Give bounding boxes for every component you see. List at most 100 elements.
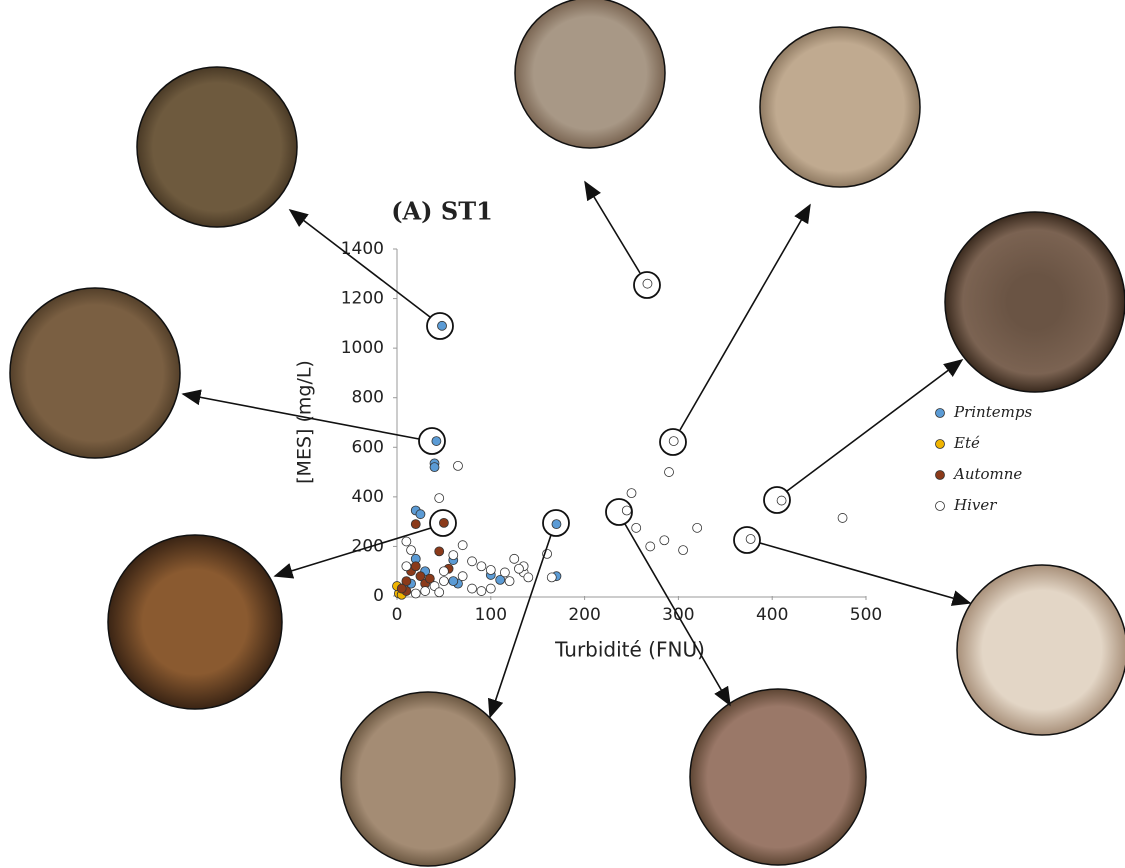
- arrow: [679, 203, 811, 431]
- highlight-ring: [542, 509, 570, 537]
- point: [668, 436, 679, 446]
- photo: [759, 26, 921, 188]
- point: [499, 567, 510, 578]
- arrow: [759, 542, 972, 606]
- point: [448, 550, 459, 561]
- point: [434, 587, 445, 598]
- legend-label: Automne: [952, 465, 1022, 483]
- point: [401, 576, 412, 587]
- y-axis-label: [MES] (mg/L): [294, 360, 316, 484]
- point: [776, 495, 787, 506]
- point: [645, 541, 656, 552]
- point: [410, 561, 421, 572]
- point: [664, 467, 674, 477]
- highlight-ring: [426, 312, 454, 340]
- point: [546, 572, 557, 583]
- y-tick-label: 1000: [341, 338, 384, 358]
- y-tick-label: 1200: [341, 289, 384, 309]
- x-tick-label: 500: [850, 605, 882, 625]
- point: [551, 519, 562, 530]
- highlight-ring: [733, 526, 761, 554]
- point: [476, 586, 487, 596]
- point: [467, 556, 477, 567]
- point: [659, 535, 670, 546]
- legend-marker: [935, 408, 945, 418]
- point: [642, 278, 653, 289]
- point: [509, 553, 520, 564]
- callouts: [181, 180, 972, 719]
- y-tick-label: 0: [373, 586, 384, 606]
- ticks: 0200400600800100012001400010020030040050…: [341, 239, 882, 625]
- legend: Printemps Eté Automne Hiver: [935, 403, 1032, 514]
- arrow: [273, 527, 432, 579]
- x-tick-label: 100: [475, 605, 507, 625]
- point: [434, 493, 445, 503]
- point: [485, 583, 496, 594]
- point: [401, 561, 412, 572]
- legend-marker: [935, 470, 945, 480]
- point: [514, 563, 524, 574]
- point: [692, 522, 703, 533]
- arrow: [624, 523, 731, 707]
- point: [410, 588, 421, 599]
- y-tick-label: 400: [352, 487, 384, 507]
- point: [438, 576, 449, 587]
- point: [438, 566, 449, 577]
- legend-marker: [935, 439, 945, 449]
- point: [438, 517, 449, 528]
- point: [401, 536, 412, 547]
- photo: [956, 564, 1125, 736]
- photo: [107, 534, 283, 710]
- x-tick-label: 400: [756, 605, 788, 625]
- point: [626, 488, 637, 499]
- point: [434, 546, 445, 557]
- point: [448, 576, 459, 587]
- point: [495, 574, 506, 585]
- y-tick-label: 1400: [341, 239, 384, 259]
- point: [523, 572, 534, 583]
- legend-label: Eté: [953, 434, 980, 452]
- photo: [9, 287, 181, 459]
- photo: [944, 211, 1125, 393]
- point: [467, 583, 477, 594]
- highlight-ring: [633, 271, 661, 299]
- point: [504, 576, 515, 587]
- points: [392, 278, 848, 600]
- point: [745, 534, 756, 544]
- photo: [514, 0, 666, 149]
- point: [837, 513, 848, 523]
- legend-marker: [935, 501, 945, 511]
- y-tick-label: 200: [352, 536, 384, 556]
- y-tick-label: 800: [352, 388, 384, 408]
- legend-label: Printemps: [953, 403, 1032, 421]
- photos: [9, 0, 1125, 867]
- arrow: [786, 359, 964, 492]
- photo: [340, 691, 516, 867]
- point: [453, 460, 463, 471]
- point: [415, 571, 426, 582]
- point: [424, 573, 435, 584]
- point: [420, 586, 431, 596]
- point: [429, 462, 440, 473]
- x-tick-label: 200: [568, 605, 600, 625]
- x-axis-label: Turbidité (FNU): [554, 638, 705, 662]
- point: [396, 583, 407, 594]
- arrow: [584, 180, 641, 274]
- chart-title: (A) ST1: [391, 197, 493, 226]
- point: [631, 522, 642, 533]
- arrow: [288, 209, 431, 318]
- y-tick-label: 600: [352, 437, 384, 457]
- arrow: [488, 534, 552, 719]
- x-tick-label: 0: [392, 605, 403, 625]
- point: [406, 545, 416, 556]
- point: [431, 436, 442, 446]
- legend-label: Hiver: [953, 496, 997, 514]
- highlight-ring: [605, 498, 633, 526]
- point: [415, 509, 426, 520]
- point: [457, 540, 468, 551]
- point: [457, 571, 468, 582]
- point: [476, 561, 487, 572]
- point: [437, 320, 447, 331]
